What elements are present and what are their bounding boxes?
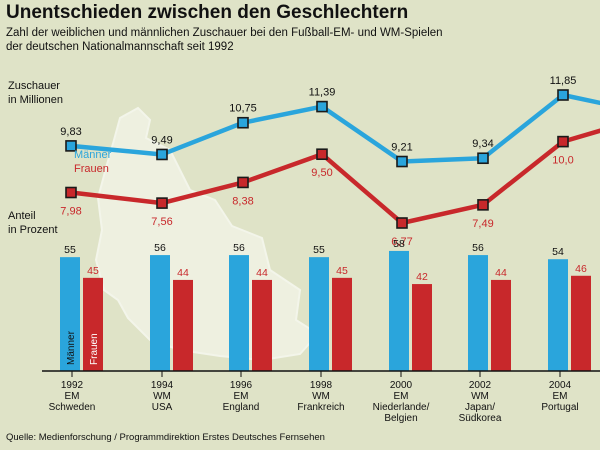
x-tick-label: England (223, 402, 260, 413)
men-point (65, 140, 77, 152)
germany-map-silhouette (94, 106, 320, 362)
women-point (396, 217, 408, 229)
men-data-label: 9,21 (391, 142, 412, 154)
x-tick-label: WM (471, 391, 489, 402)
bar-y-axis-label: in Prozent (8, 224, 58, 236)
line-y-axis-label: Zuschauer (8, 80, 60, 92)
women-share-label: 42 (416, 271, 428, 283)
bar-women-series-label: Frauen (89, 333, 100, 365)
men-data-label: 9,34 (472, 138, 493, 150)
x-tick-label: 1996 (230, 380, 253, 391)
women-data-label: 7,98 (60, 206, 81, 218)
x-tick-label: EM (65, 391, 80, 402)
x-tick-label: Belgien (384, 413, 417, 424)
subtitle-line: der deutschen Nationalmannschaft seit 19… (6, 41, 234, 53)
men-data-label: 9,83 (60, 126, 81, 138)
women-point (316, 148, 328, 161)
x-tick-label: Niederlande/ (373, 402, 430, 413)
women-point (65, 186, 77, 199)
men-share-label: 55 (313, 244, 325, 256)
women-share-label: 44 (495, 267, 507, 279)
women-share-label: 44 (256, 267, 268, 279)
men-share-label: 54 (552, 246, 564, 258)
men-share-bar (229, 255, 249, 371)
x-tick-label: 1998 (310, 380, 333, 391)
x-tick-label: 1994 (151, 380, 174, 391)
x-tick-label: Südkorea (459, 413, 502, 424)
x-tick-label: WM (153, 391, 171, 402)
bar-men-series-label: Männer (66, 330, 77, 365)
chart-subtitle: Zahl der weiblichen und männlichen Zusch… (6, 26, 591, 54)
women-data-label: 7,49 (472, 218, 493, 230)
x-tick-label: Portugal (541, 402, 578, 413)
men-share-bar (60, 257, 80, 371)
women-point (477, 199, 489, 211)
women-share-label: 45 (336, 265, 348, 277)
men-share-bar (468, 255, 488, 371)
x-tick-label: Frankreich (297, 402, 344, 413)
women-data-label: 7,56 (151, 216, 172, 228)
women-share-label: 44 (177, 267, 189, 279)
men-point (237, 116, 249, 129)
women-share-bar (571, 275, 591, 371)
x-tick-label: USA (152, 402, 173, 413)
men-point (477, 152, 489, 165)
bar-y-axis-label: Anteil (8, 210, 36, 222)
legend-men-label: Männer (74, 149, 112, 161)
women-point (557, 135, 569, 148)
women-share-bar (252, 279, 272, 371)
men-share-bar (150, 255, 170, 371)
x-tick-label: 2000 (390, 380, 413, 391)
men-share-label: 56 (154, 242, 166, 254)
line-y-axis-label: in Millionen (8, 94, 63, 106)
men-data-label: 11,85 (550, 75, 577, 87)
x-tick-label: 2002 (469, 380, 492, 391)
men-share-label: 58 (393, 238, 405, 250)
x-tick-label: EM (394, 391, 409, 402)
men-share-bar (309, 257, 329, 371)
women-data-label: 6,77 (391, 236, 412, 248)
men-share-label: 56 (472, 242, 484, 254)
women-data-label: 10,0 (552, 155, 573, 167)
women-share-bar (173, 279, 193, 371)
men-point (156, 148, 168, 161)
legend-women-label: Frauen (74, 163, 109, 175)
men-share-bar (548, 259, 568, 371)
x-tick-label: EM (234, 391, 249, 402)
x-tick-label: Japan/ (465, 402, 495, 413)
chart-title: Unentschieden zwischen den Geschlechtern (6, 2, 409, 23)
men-point (316, 100, 328, 113)
men-data-label: 9,49 (151, 134, 172, 146)
x-tick-label: Schweden (49, 402, 96, 413)
men-share-label: 56 (233, 242, 245, 254)
men-data-label: 11,39 (309, 87, 336, 99)
x-tick-label: EM (553, 391, 568, 402)
women-point (237, 176, 249, 189)
men-data-label: 10,75 (229, 103, 257, 115)
women-share-label: 46 (575, 263, 587, 275)
women-share-bar (412, 284, 432, 371)
x-tick-label: 2004 (549, 380, 572, 391)
women-share-bar (83, 277, 103, 371)
men-point (396, 155, 408, 168)
women-point (156, 197, 168, 209)
women-share-bar (332, 277, 352, 371)
men-share-bar (389, 250, 409, 371)
source-note: Quelle: Medienforschung / Programmdirekt… (6, 432, 325, 443)
men-series-line (70, 92, 600, 164)
men-point (557, 89, 569, 101)
x-tick-label: 1992 (61, 380, 84, 391)
women-share-bar (491, 279, 511, 371)
women-data-label: 9,50 (311, 167, 332, 179)
women-share-label: 45 (87, 265, 99, 277)
subtitle-line: Zahl der weiblichen und männlichen Zusch… (6, 27, 443, 39)
x-tick-label: WM (312, 391, 330, 402)
women-data-label: 8,38 (232, 195, 253, 207)
men-share-label: 55 (64, 244, 76, 256)
women-series-line (70, 128, 600, 226)
